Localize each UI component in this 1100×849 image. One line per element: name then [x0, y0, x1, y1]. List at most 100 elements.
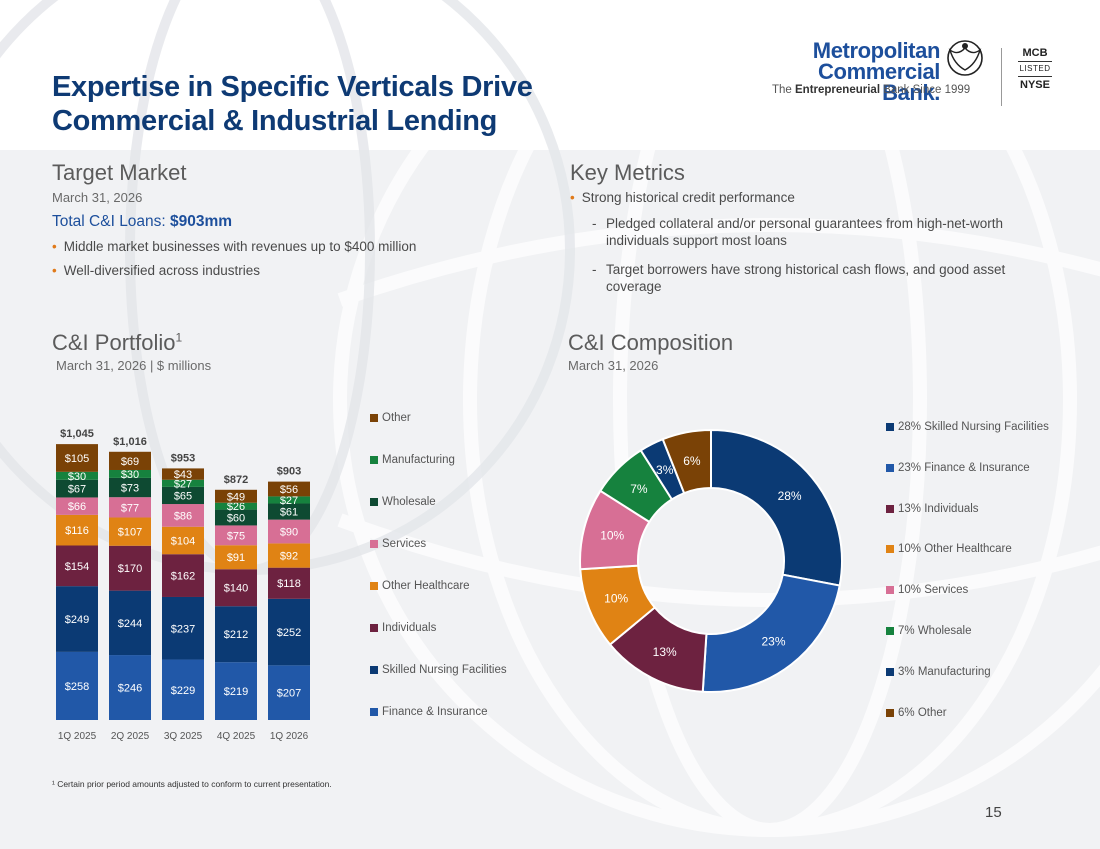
donut-slice-label: 10% [600, 529, 624, 543]
legend-label: 28% Skilled Nursing Facilities [898, 421, 1049, 433]
legend-item: 28% Skilled Nursing Facilities [886, 421, 1049, 433]
donut-slice [661, 428, 712, 495]
target-bullet: • Well-diversified across industries [52, 263, 261, 278]
bar-segment [56, 586, 98, 652]
bar-segment [162, 659, 204, 720]
page-number: 15 [985, 804, 1002, 821]
key-metrics-sub-bullet: - Target borrowers have strong historical… [592, 262, 1006, 294]
nyse-listing-badge: MCB LISTED NYSE [1018, 47, 1052, 91]
bar-value-label: $65 [174, 490, 192, 502]
donut-slice-label: 7% [630, 482, 648, 496]
bar-value-label: $244 [118, 618, 142, 630]
legend-label: 10% Services [898, 584, 969, 597]
logo-name-line2: Commercial Bank. [818, 59, 940, 105]
legend-swatch [370, 414, 378, 422]
composition-heading: C&I Composition [568, 330, 734, 355]
bar-value-label: $162 [171, 571, 195, 583]
bar-segment [162, 486, 204, 505]
bank-logo: Metropolitan Commercial Bank. [760, 40, 941, 105]
key-metrics-sub-bullet: - Pledged collateral and/or personal guar… [592, 216, 1003, 248]
bar-value-label: $118 [277, 578, 301, 590]
bar-segment [268, 665, 310, 720]
bar-value-label: $27 [280, 495, 298, 507]
legend-label: Individuals [382, 622, 437, 634]
legend-item: Finance & Insurance [370, 706, 487, 718]
legend-item: 13% Individuals [886, 503, 979, 515]
bar-segment [109, 469, 151, 478]
donut-slice-label: 23% [762, 635, 786, 649]
portfolio-heading: C&I Portfolio1 [52, 330, 183, 355]
composition-subtitle: March 31, 2026 [568, 358, 659, 373]
bar-segment [268, 496, 310, 504]
x-axis-tick-label: 3Q 2025 [164, 731, 203, 742]
bar-segment [268, 598, 310, 666]
legend-item: 3% Manufacturing [886, 666, 991, 678]
bar-segment [109, 451, 151, 470]
page-title: Expertise in Specific Verticals Drive Co… [52, 71, 533, 137]
bar-total-label: $953 [171, 452, 195, 464]
bar-value-label: $249 [65, 614, 89, 626]
bar-segment [215, 662, 257, 720]
bar-value-label: $219 [224, 686, 248, 698]
bar-total-label: $872 [224, 474, 248, 486]
x-axis-tick-label: 4Q 2025 [217, 731, 256, 742]
legend-swatch [370, 708, 378, 716]
bar-value-label: $75 [227, 530, 245, 542]
bar-value-label: $116 [65, 525, 89, 537]
bar-segment [268, 519, 310, 544]
bar-value-label: $258 [65, 681, 89, 693]
bar-value-label: $69 [121, 456, 139, 468]
bar-segment [162, 554, 204, 597]
bar-value-label: $60 [227, 513, 245, 525]
bar-value-label: $77 [121, 502, 139, 514]
bar-value-label: $105 [65, 453, 89, 465]
bar-segment [109, 497, 151, 518]
legend-item: Services [370, 538, 426, 550]
bar-segment [109, 545, 151, 591]
bar-segment [215, 502, 257, 510]
bar-segment [109, 477, 151, 498]
bar-value-label: $104 [171, 535, 195, 547]
bar-segment [162, 526, 204, 555]
legend-swatch [370, 582, 378, 590]
legend-swatch [886, 667, 894, 676]
bar-segment [109, 655, 151, 720]
composition-legend: 28% Skilled Nursing Facilities 23% Financ… [886, 421, 1066, 731]
logo-tagline: The Entrepreneurial Bank Since 1999 [772, 84, 971, 96]
legend-item: Individuals [370, 622, 436, 634]
legend-label: Other [382, 412, 411, 424]
bar-segment [56, 545, 98, 587]
legend-item: Other Healthcare [370, 580, 470, 592]
bar-value-label: $91 [227, 552, 245, 564]
bar-value-label: $252 [277, 627, 301, 639]
bar-value-label: $30 [121, 469, 139, 481]
bar-segment [56, 479, 98, 498]
legend-swatch [886, 545, 894, 554]
target-market-date: March 31, 2026 [52, 190, 143, 205]
legend-label: 10% Other Healthcare [898, 543, 1012, 556]
legend-item: Other [370, 412, 411, 424]
bar-total-label: $903 [277, 466, 301, 478]
bar-value-label: $43 [174, 469, 192, 481]
bar-value-label: $30 [68, 471, 86, 483]
bar-segment [162, 468, 204, 480]
bar-segment [215, 606, 257, 663]
bar-value-label: $90 [280, 527, 298, 539]
legend-swatch [370, 624, 378, 632]
eagle-seal-icon [947, 40, 983, 76]
composition-heading-block: C&I Composition March 31, 2026 [568, 330, 733, 373]
bar-value-label: $246 [118, 683, 142, 695]
donut-slice [710, 428, 843, 587]
legend-swatch [370, 540, 378, 548]
legend-label: Services [382, 538, 427, 550]
bar-segment [268, 503, 310, 520]
legend-swatch [886, 463, 894, 472]
total-loans: Total C&I Loans: $903mm [52, 213, 233, 230]
footnote: ¹ Certain prior period amounts adjusted … [52, 779, 332, 789]
bar-value-label: $86 [174, 510, 192, 522]
bar-segment [56, 497, 98, 515]
legend-swatch [370, 456, 378, 464]
bar-value-label: $107 [118, 527, 142, 539]
donut-slice [701, 573, 841, 693]
